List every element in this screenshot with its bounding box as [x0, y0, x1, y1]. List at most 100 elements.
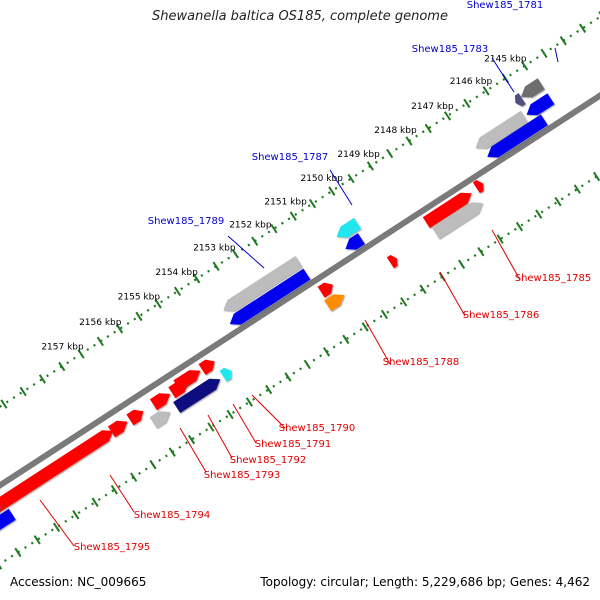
gene-feature-reverse[interactable] — [487, 114, 548, 158]
ruler-upper-tick — [386, 148, 394, 159]
gene-feature-forward[interactable] — [126, 409, 144, 426]
gene-label[interactable]: Shew185_1791 — [255, 439, 332, 450]
gene-leader-line — [207, 414, 233, 459]
gene-leader-line — [491, 57, 515, 93]
gene-feature-forward[interactable] — [0, 430, 114, 518]
gene-feature-forward[interactable] — [198, 359, 215, 375]
label-layer: Shew185_1781 Shew185_1783 Shew185_1787 Shew… — [39, 0, 592, 553]
tick-label: 2154 kbp — [155, 268, 198, 278]
gene-feature-reverse[interactable] — [345, 233, 366, 250]
tick-label: 2147 kbp — [411, 102, 454, 112]
gene-label[interactable]: Shew185_1781 — [467, 0, 544, 11]
gene-label[interactable]: Shew185_1794 — [134, 510, 211, 521]
ruler-upper-tick — [0, 399, 8, 409]
gene-feature-gray[interactable] — [432, 202, 483, 239]
gene-label[interactable]: Shew185_1786 — [463, 310, 540, 321]
gene-feature-forward[interactable] — [386, 255, 398, 269]
genome-backbone — [0, 92, 600, 489]
gene-feature-forward[interactable] — [0, 502, 3, 519]
ruler-upper-tick — [463, 98, 471, 109]
gene-feature-cyan[interactable] — [219, 367, 232, 382]
ruler-upper-tick — [443, 111, 452, 121]
gene-label[interactable]: Shew185_1790 — [279, 423, 356, 434]
gene-label[interactable]: Shew185_1793 — [204, 470, 281, 481]
gene-label[interactable]: Shew185_1783 — [412, 44, 489, 55]
ruler-lower-tick — [554, 196, 562, 207]
tick-label: 2151 kbp — [264, 197, 307, 207]
gene-feature-forward[interactable] — [149, 393, 171, 411]
ruler-upper-tick — [270, 223, 278, 234]
gene-leader-line — [364, 319, 391, 365]
tick-label: 2145 kbp — [484, 55, 527, 65]
ruler-upper-tick — [289, 211, 297, 221]
gene-feature-purple[interactable] — [514, 93, 526, 107]
gene-feature-forward[interactable] — [472, 180, 484, 194]
ruler-upper-tick — [154, 299, 162, 309]
gene-label[interactable]: Shew185_1792 — [230, 455, 307, 466]
gene-feature-darkgray[interactable] — [521, 78, 545, 98]
ruler-upper-tick — [366, 161, 374, 171]
ruler-lower-tick — [187, 434, 196, 445]
gene-feature-gray[interactable] — [475, 110, 528, 149]
gene-leader-line — [554, 47, 559, 63]
tick-label: 2148 kbp — [374, 126, 417, 136]
gene-feature-gray[interactable] — [223, 256, 303, 311]
ruler-upper-tick — [116, 324, 124, 334]
gene-leader-line — [227, 235, 265, 269]
gene-feature-orange[interactable] — [324, 294, 345, 312]
gene-label[interactable]: Shew185_1785 — [515, 273, 592, 284]
gene-leader-line — [109, 474, 135, 513]
gene-feature-forward[interactable] — [422, 192, 472, 229]
ruler-lower-tick — [0, 565, 3, 570]
gene-label[interactable]: Shew185_1787 — [252, 152, 329, 163]
tick-layer: 2145 kbp 2146 kbp 2147 kbp 2148 kbp 2149 kbp… — [0, 10, 600, 570]
ruler-lower-tick — [342, 334, 350, 345]
ruler-lower-tick — [149, 459, 157, 470]
gene-feature-gray[interactable] — [149, 411, 170, 429]
tick-label: 2157 kbp — [41, 342, 84, 352]
gene-feature-reverse[interactable] — [526, 93, 555, 116]
ruler-upper-tick — [347, 173, 355, 184]
ruler-upper-tick — [251, 236, 259, 246]
gene-label[interactable]: Shew185_1795 — [74, 542, 151, 553]
ruler-lower-tick — [207, 422, 215, 432]
ruler-upper-tick — [135, 311, 143, 322]
gene-feature-navy[interactable] — [173, 378, 221, 413]
ruler-lower-tick — [52, 522, 61, 533]
gene-leader-line — [179, 427, 207, 473]
ruler-lower-tick — [130, 472, 138, 482]
feature-layer — [0, 78, 555, 549]
ruler-lower-tick — [593, 171, 600, 182]
ruler-upper-tick — [559, 36, 567, 46]
ruler-upper-tick — [328, 186, 336, 196]
tick-label: 2153 kbp — [193, 244, 236, 254]
tick-label: 2146 kbp — [450, 77, 493, 87]
ruler-lower-tick — [515, 221, 524, 232]
ruler-lower-tick — [168, 447, 176, 457]
tick-label: 2155 kbp — [118, 293, 161, 303]
gene-feature-reverse[interactable] — [0, 508, 16, 549]
gene-label[interactable]: Shew185_1789 — [148, 216, 225, 227]
ruler-upper-tick — [231, 248, 239, 259]
ruler-upper-tick — [193, 274, 201, 284]
ruler-lower-tick — [380, 309, 388, 320]
ruler-lower-tick — [14, 547, 22, 558]
ruler-upper-tick — [424, 123, 432, 134]
ruler-lower-tick — [361, 322, 369, 332]
gene-feature-forward[interactable] — [107, 420, 128, 438]
ruler-lower-tick — [303, 359, 311, 370]
gene-feature-cyan[interactable] — [336, 217, 362, 238]
ruler-lower-tick — [33, 535, 41, 545]
ruler-lower-tick — [284, 372, 292, 382]
ruler-lower-tick — [400, 297, 408, 307]
gene-leader-line — [39, 499, 75, 547]
gene-feature-forward[interactable] — [317, 282, 333, 298]
gene-feature-forward[interactable] — [168, 381, 189, 399]
gene-label[interactable]: Shew185_1788 — [383, 357, 460, 368]
ruler-lower-tick — [458, 259, 466, 269]
ruler-lower-tick — [419, 284, 427, 295]
ruler-upper-tick — [58, 361, 66, 372]
ruler-upper-tick — [173, 286, 182, 297]
gene-feature-reverse[interactable] — [229, 268, 311, 325]
